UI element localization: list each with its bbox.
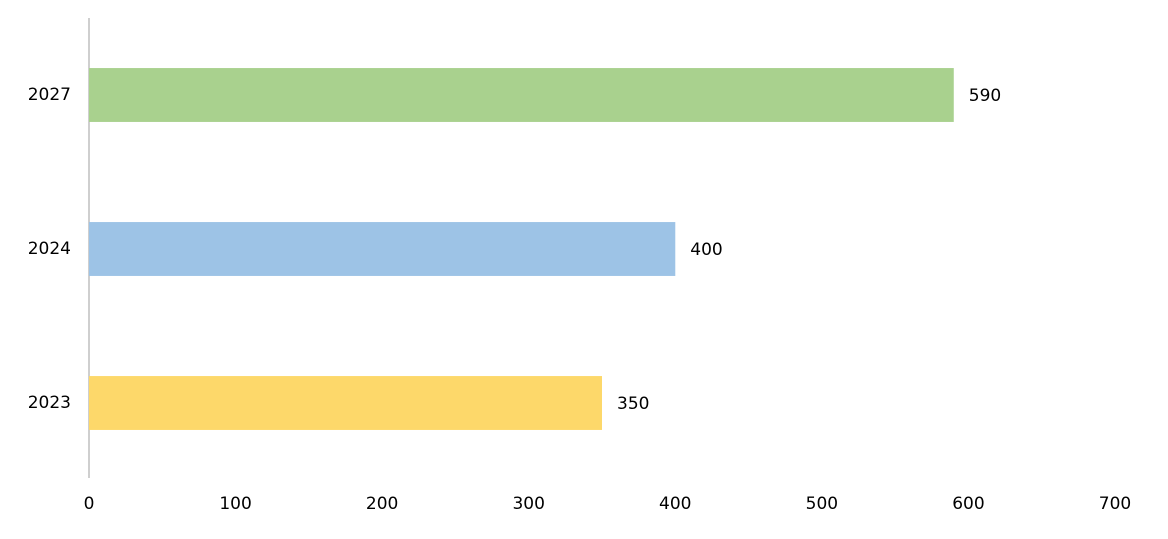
x-tick-label: 500	[806, 494, 838, 514]
x-tick-label: 300	[512, 494, 544, 514]
x-tick-label: 400	[659, 494, 691, 514]
bar	[89, 222, 676, 276]
data-label: 590	[969, 86, 1001, 106]
x-tick-label: 0	[84, 494, 95, 514]
y-tick-label: 2023	[28, 393, 71, 413]
bar	[89, 376, 602, 430]
data-label: 350	[617, 394, 649, 414]
bar	[89, 68, 954, 122]
x-tick-label: 700	[1099, 494, 1131, 514]
x-tick-label: 200	[366, 494, 398, 514]
x-tick-label: 100	[219, 494, 251, 514]
data-label: 400	[690, 240, 722, 260]
y-tick-label: 2024	[28, 239, 71, 259]
y-tick-label: 2027	[28, 85, 71, 105]
x-tick-label: 600	[952, 494, 984, 514]
